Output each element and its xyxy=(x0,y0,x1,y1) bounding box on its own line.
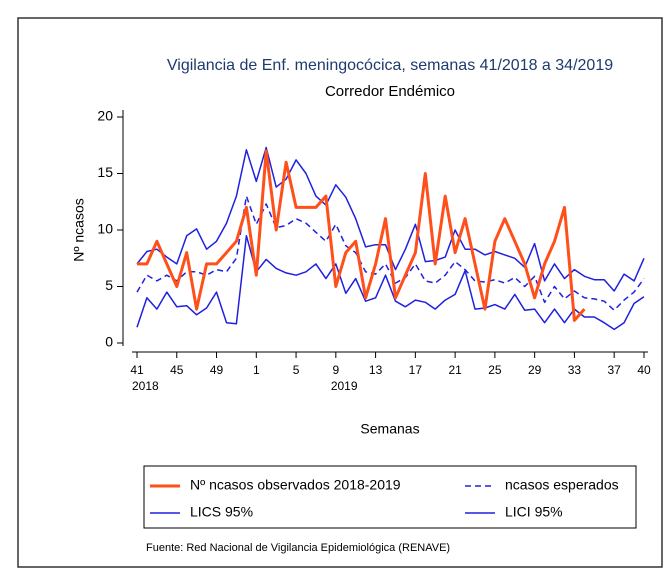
y-tick-label: 5 xyxy=(105,277,113,293)
legend-label: Nº ncasos observados 2018-2019 xyxy=(190,477,401,493)
x-tick-label: 17 xyxy=(409,363,423,377)
x-tick-label: 45 xyxy=(170,363,184,377)
x-tick-label: 37 xyxy=(607,363,621,377)
series-line xyxy=(136,195,645,311)
chart-subtitle: Corredor Endémico xyxy=(325,83,455,100)
y-tick-label: 10 xyxy=(97,221,113,237)
legend-box xyxy=(143,465,637,529)
series-line xyxy=(137,149,586,322)
legend-label: LICS 95% xyxy=(190,504,253,520)
chart-title: Vigilancia de Enf. meningocócica, semana… xyxy=(167,57,613,74)
x-tick-label: 1 xyxy=(253,363,260,377)
legend-label: ncasos esperados xyxy=(505,477,619,493)
x-tick-label: 21 xyxy=(448,363,462,377)
y-axis-label: Nº ncasos xyxy=(71,198,87,261)
x-year-label: 2018 xyxy=(132,379,159,393)
frame xyxy=(17,17,663,568)
y-tick-label: 15 xyxy=(97,164,113,180)
x-tick-label: 33 xyxy=(568,363,582,377)
x-axis-label: Semanas xyxy=(360,421,419,437)
legend-label: LICI 95% xyxy=(505,504,563,520)
y-tick-label: 20 xyxy=(97,108,113,124)
x-tick-label: 49 xyxy=(210,363,224,377)
series-line xyxy=(136,234,645,331)
x-tick-label: 29 xyxy=(528,363,542,377)
x-tick-label: 40 xyxy=(637,363,651,377)
source-note: Fuente: Red Nacional de Vigilancia Epide… xyxy=(146,542,450,554)
x-tick-label: 25 xyxy=(488,363,502,377)
y-tick-label: 0 xyxy=(105,334,113,350)
x-tick-label: 5 xyxy=(293,363,300,377)
x-year-label: 2019 xyxy=(331,379,358,393)
x-tick-label: 9 xyxy=(332,363,339,377)
x-tick-label: 41 xyxy=(130,363,144,377)
x-tick-label: 13 xyxy=(369,363,383,377)
